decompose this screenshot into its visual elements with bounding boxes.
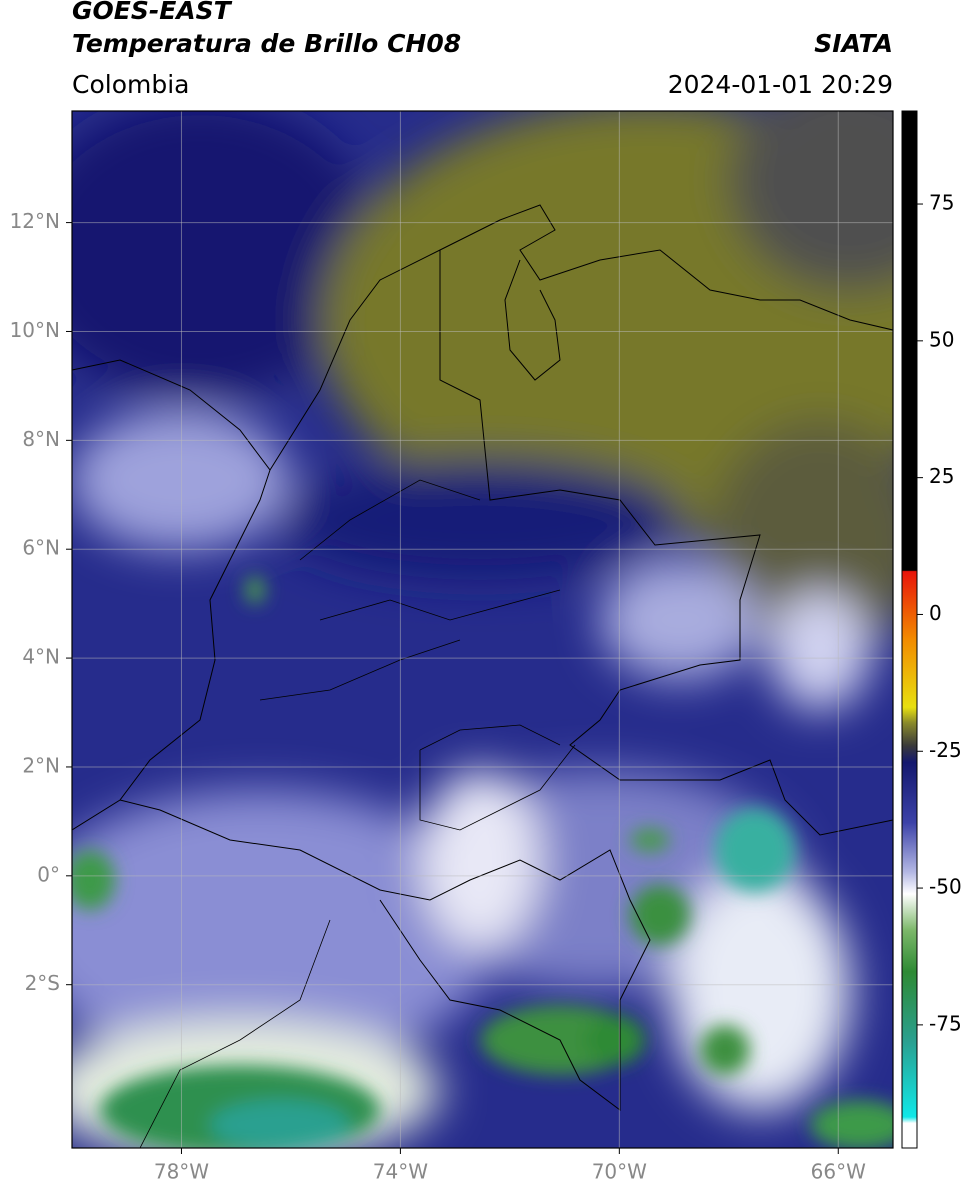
- satellite-image: [72, 111, 893, 1148]
- map-frame: [71, 110, 894, 1149]
- colorbar-tick-label: -50: [929, 875, 962, 899]
- colorbar-tick-label: 25: [929, 464, 954, 488]
- colorbar-tick-label: 0: [929, 601, 942, 625]
- x-tick-label: 78°W: [154, 1160, 209, 1184]
- colorbar: [901, 110, 918, 1149]
- y-tick-label: 4°N: [22, 645, 60, 669]
- x-tick-label: 70°W: [592, 1160, 647, 1184]
- y-tick-label: 2°N: [22, 753, 60, 777]
- datetime: 2024-01-01 20:29: [668, 70, 893, 99]
- y-tick-label: 0°: [37, 862, 60, 886]
- y-tick-label: 2°S: [25, 971, 60, 995]
- colorbar-tick-label: -25: [929, 738, 962, 762]
- colorbar-tick-label: -75: [929, 1011, 962, 1035]
- y-tick-label: 8°N: [22, 427, 60, 451]
- title: GOES-EAST: [72, 0, 233, 25]
- colorbar-tick-label: 50: [929, 327, 954, 351]
- region: Colombia: [72, 70, 189, 99]
- source: SIATA: [814, 29, 893, 58]
- subtitle: Temperatura de Brillo CH08: [72, 29, 461, 58]
- y-tick-label: 10°N: [10, 318, 60, 342]
- y-tick-label: 6°N: [22, 536, 60, 560]
- x-tick-label: 66°W: [811, 1160, 866, 1184]
- x-tick-label: 74°W: [373, 1160, 428, 1184]
- y-tick-label: 12°N: [10, 209, 60, 233]
- grid: [72, 111, 893, 1148]
- colorbar-tick-label: 75: [929, 191, 954, 215]
